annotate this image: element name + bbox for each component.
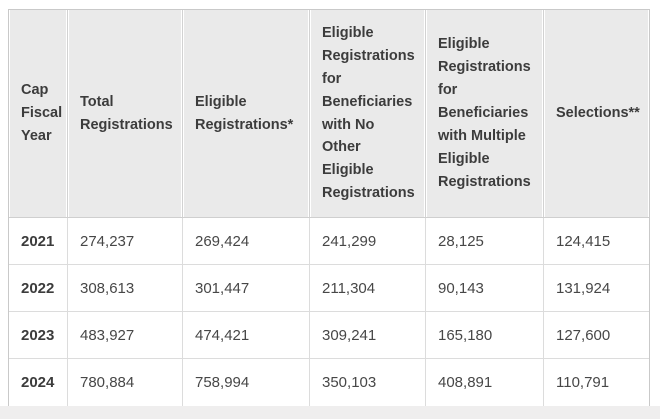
table-row-2024: 2024 780,884 758,994 350,103 408,891 110… (9, 359, 649, 406)
table-row-2022: 2022 308,613 301,447 211,304 90,143 131,… (9, 265, 649, 312)
total-registrations-cell: 308,613 (68, 265, 183, 312)
year-cell: 2023 (9, 312, 68, 359)
eligible-multiple-cell: 165,180 (426, 312, 544, 359)
eligible-no-other-cell: 309,241 (310, 312, 426, 359)
eligible-registrations-cell: 301,447 (183, 265, 310, 312)
registrations-selections-table: Cap Fiscal Year Total Registrations Elig… (8, 9, 650, 407)
total-registrations-cell: 780,884 (68, 359, 183, 406)
table-body: 2021 274,237 269,424 241,299 28,125 124,… (9, 218, 649, 406)
total-registrations-cell: 274,237 (68, 218, 183, 265)
eligible-no-other-cell: 350,103 (310, 359, 426, 406)
eligible-no-other-cell: 241,299 (310, 218, 426, 265)
header-eligible-registrations: Eligible Registrations* (183, 10, 310, 218)
header-cap-fiscal-year: Cap Fiscal Year (9, 10, 68, 218)
header-total-registrations: Total Registrations (68, 10, 183, 218)
year-cell: 2024 (9, 359, 68, 406)
selections-cell: 127,600 (544, 312, 649, 359)
page-bottom-strip (0, 406, 660, 419)
eligible-no-other-cell: 211,304 (310, 265, 426, 312)
eligible-multiple-cell: 28,125 (426, 218, 544, 265)
header-eligible-multiple: Eligible Registrations for Beneficiaries… (426, 10, 544, 218)
total-registrations-cell: 483,927 (68, 312, 183, 359)
eligible-registrations-cell: 758,994 (183, 359, 310, 406)
eligible-multiple-cell: 90,143 (426, 265, 544, 312)
table-header: Cap Fiscal Year Total Registrations Elig… (9, 10, 649, 218)
header-selections: Selections** (544, 10, 649, 218)
eligible-registrations-cell: 474,421 (183, 312, 310, 359)
table-row-2021: 2021 274,237 269,424 241,299 28,125 124,… (9, 218, 649, 265)
eligible-registrations-cell: 269,424 (183, 218, 310, 265)
year-cell: 2022 (9, 265, 68, 312)
selections-cell: 131,924 (544, 265, 649, 312)
eligible-multiple-cell: 408,891 (426, 359, 544, 406)
header-eligible-no-other: Eligible Registrations for Beneficiaries… (310, 10, 426, 218)
year-cell: 2021 (9, 218, 68, 265)
table-row-2023: 2023 483,927 474,421 309,241 165,180 127… (9, 312, 649, 359)
selections-cell: 110,791 (544, 359, 649, 406)
selections-cell: 124,415 (544, 218, 649, 265)
header-row: Cap Fiscal Year Total Registrations Elig… (9, 10, 649, 218)
